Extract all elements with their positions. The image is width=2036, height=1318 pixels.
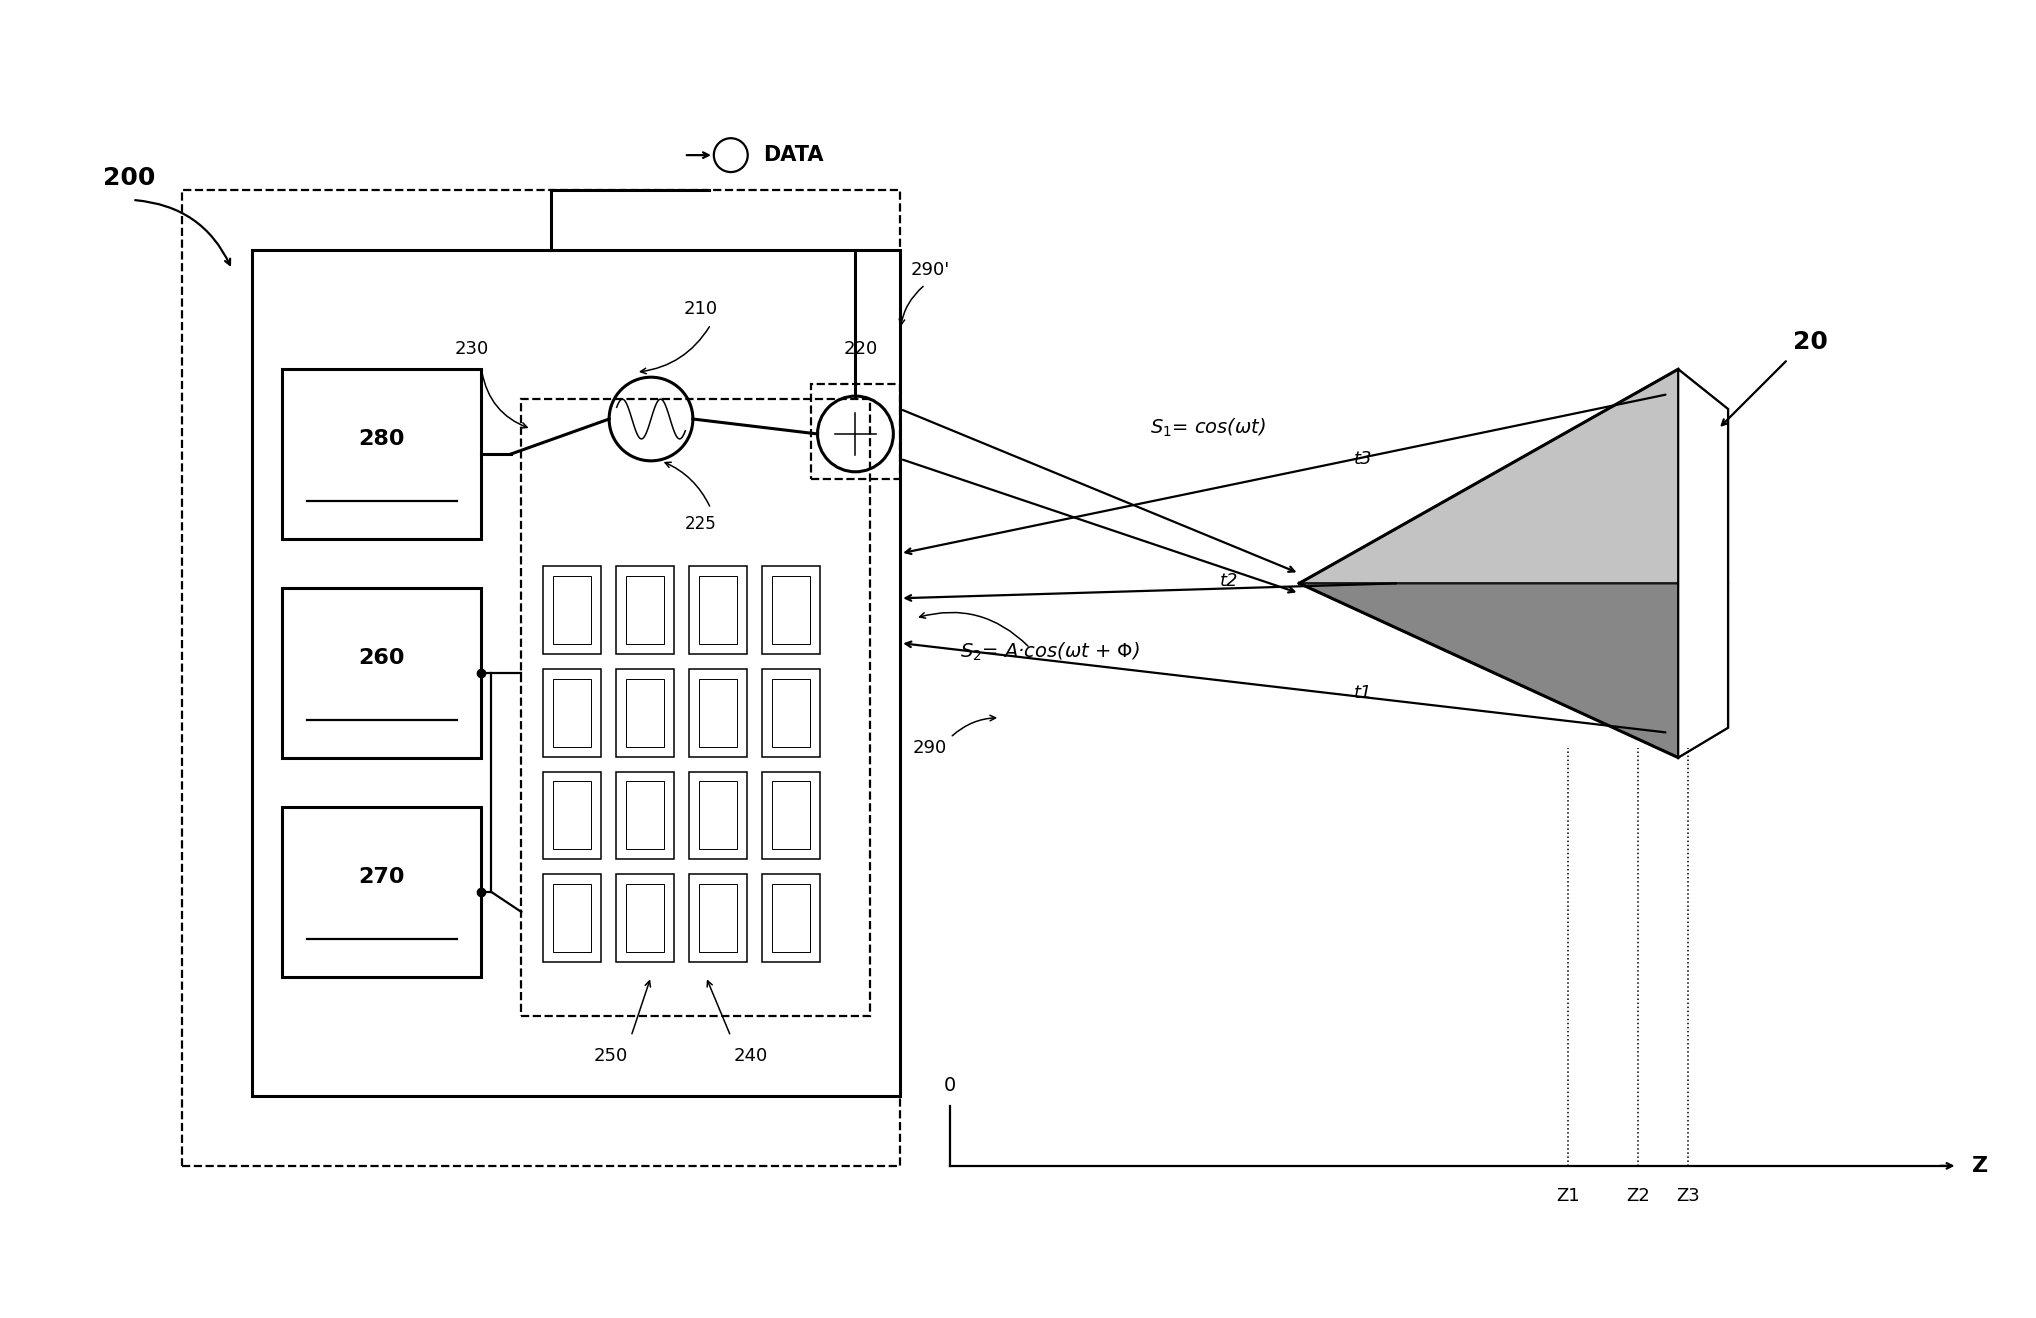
Text: 270: 270 bbox=[358, 867, 405, 887]
Bar bbox=[183, 190, 900, 1166]
Bar bbox=[772, 679, 810, 746]
Text: Z1: Z1 bbox=[1558, 1186, 1580, 1205]
Bar bbox=[810, 384, 900, 478]
Bar bbox=[554, 679, 590, 746]
Bar bbox=[521, 399, 871, 1016]
Bar bbox=[554, 576, 590, 645]
Text: 220: 220 bbox=[843, 340, 878, 358]
Bar bbox=[698, 679, 737, 746]
Bar bbox=[544, 874, 601, 962]
Text: DATA: DATA bbox=[764, 145, 823, 165]
Text: 260: 260 bbox=[358, 648, 405, 668]
Text: 290': 290' bbox=[910, 261, 951, 278]
Bar bbox=[617, 670, 674, 757]
Bar bbox=[627, 782, 664, 849]
Polygon shape bbox=[1299, 584, 1729, 758]
Bar bbox=[617, 874, 674, 962]
Bar bbox=[772, 576, 810, 645]
Bar bbox=[688, 567, 747, 654]
Bar bbox=[772, 782, 810, 849]
Bar bbox=[283, 369, 480, 539]
Bar bbox=[688, 874, 747, 962]
Text: t3: t3 bbox=[1354, 449, 1372, 468]
Bar bbox=[283, 808, 480, 977]
Bar bbox=[283, 588, 480, 758]
Bar bbox=[761, 771, 821, 859]
Bar bbox=[761, 874, 821, 962]
Polygon shape bbox=[1299, 369, 1729, 584]
Bar bbox=[617, 771, 674, 859]
Text: 250: 250 bbox=[595, 1048, 629, 1065]
Bar bbox=[761, 567, 821, 654]
Bar bbox=[544, 670, 601, 757]
Bar bbox=[627, 679, 664, 746]
Bar bbox=[698, 884, 737, 952]
Bar bbox=[698, 782, 737, 849]
Bar bbox=[554, 884, 590, 952]
Text: 240: 240 bbox=[733, 1048, 768, 1065]
Text: 200: 200 bbox=[102, 166, 155, 190]
Bar bbox=[772, 884, 810, 952]
Text: Z3: Z3 bbox=[1676, 1186, 1700, 1205]
Bar bbox=[252, 249, 900, 1097]
Bar bbox=[617, 567, 674, 654]
Bar bbox=[554, 782, 590, 849]
Text: 225: 225 bbox=[684, 514, 717, 532]
Text: 0: 0 bbox=[945, 1077, 957, 1095]
Bar bbox=[544, 567, 601, 654]
Text: 280: 280 bbox=[358, 428, 405, 449]
Text: Z2: Z2 bbox=[1627, 1186, 1649, 1205]
Bar bbox=[627, 884, 664, 952]
Polygon shape bbox=[1678, 369, 1729, 758]
Bar bbox=[688, 771, 747, 859]
Bar bbox=[688, 670, 747, 757]
Bar bbox=[627, 576, 664, 645]
Bar bbox=[698, 576, 737, 645]
Text: $S_1$= cos($\omega$t): $S_1$= cos($\omega$t) bbox=[1150, 416, 1266, 439]
Text: t1: t1 bbox=[1354, 684, 1372, 702]
Bar bbox=[544, 771, 601, 859]
Text: 290: 290 bbox=[912, 738, 947, 757]
Text: Z: Z bbox=[1973, 1156, 1989, 1176]
Text: t2: t2 bbox=[1220, 572, 1238, 590]
Bar bbox=[761, 670, 821, 757]
Text: $S_2$= A·cos($\omega$t + $\Phi$): $S_2$= A·cos($\omega$t + $\Phi$) bbox=[961, 641, 1140, 663]
Text: 210: 210 bbox=[684, 301, 719, 319]
Text: 20: 20 bbox=[1794, 331, 1828, 355]
Text: 230: 230 bbox=[454, 340, 489, 358]
